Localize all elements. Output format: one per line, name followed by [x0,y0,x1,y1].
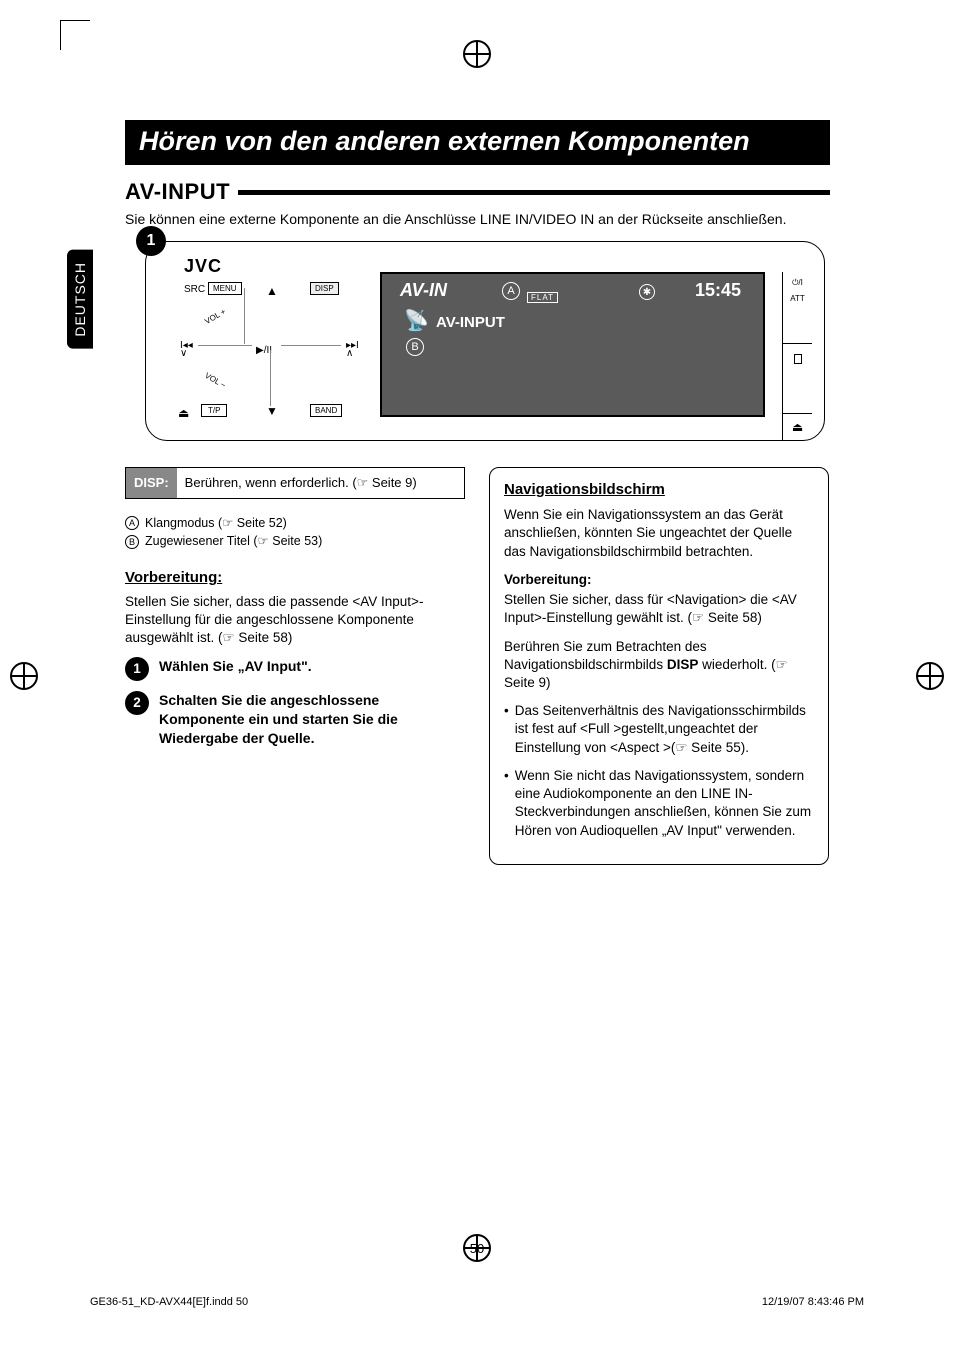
divider [783,343,812,344]
screen-subtitle: AV-INPUT [436,314,505,331]
prep-heading: Vorbereitung: [125,568,465,588]
brand-logo: JVC [184,256,222,277]
disp-info-box: DISP: Berühren, wenn erforderlich. (☞ Se… [125,467,465,499]
legend-text-b: Zugewiesener Titel (☞ Seite 53) [145,533,322,550]
step-2: 2 Schalten Sie die angeschlossene Kompon… [125,691,465,748]
nav-p1: Wenn Sie ein Navigationssystem an das Ge… [504,506,814,561]
language-tab: DEUTSCH [67,250,93,349]
power-icon[interactable]: ⏻/I [792,278,803,288]
print-footer: GE36-51_KD-AVX44[E]f.indd 50 12/19/07 8:… [90,1296,864,1308]
att-label[interactable]: ATT [790,294,805,303]
step-number-1: 1 [125,657,149,681]
nav-li1-text: Das Seitenverhältnis des Navigationsschi… [515,702,814,757]
section-heading-row: AV-INPUT [125,179,830,205]
device-screen: AV-IN A FLAT ✱ 15:45 📡 AV-INPUT B [380,272,765,417]
legend-row-b: B Zugewiesener Titel (☞ Seite 53) [125,533,465,550]
nav-li1: Das Seitenverhältnis des Navigationsschi… [504,702,814,757]
page-content: DEUTSCH Hören von den anderen externen K… [125,120,830,865]
callout-b-icon: B [406,338,424,356]
page-title: Hören von den anderen externen Komponent… [125,120,830,165]
screen-time: 15:45 [695,280,741,301]
step-text-2: Schalten Sie die angeschlossene Komponen… [159,691,465,748]
step-text-1: Wählen Sie „AV Input". [159,657,312,681]
vol-down-label: VOL − [203,371,227,390]
figure-step-badge: 1 [136,226,166,256]
right-column: Navigationsbildschirm Wenn Sie ein Navig… [489,467,829,865]
legend-text-a: Klangmodus (☞ Seite 52) [145,515,287,532]
vol-up-label: VOL + [203,307,227,326]
guide-line [244,288,245,344]
down-arrow-icon[interactable]: ▼ [266,404,278,418]
prev-track-icon[interactable]: I◂◂∨ [180,342,193,358]
band-button[interactable]: BAND [310,404,342,417]
disp-button[interactable]: DISP [310,282,339,295]
section-heading: AV-INPUT [125,179,230,205]
nav-prep-heading: Vorbereitung: [504,571,814,589]
indicator-icon [794,354,802,364]
nav-p2-disp: DISP [667,657,699,672]
step-number-2: 2 [125,691,149,715]
guide-line [270,350,271,406]
intro-text: Sie können eine externe Komponente an di… [125,211,830,227]
nav-li2-text: Wenn Sie nicht das Navigationssystem, so… [515,767,814,840]
side-button-column: ⏻/I ATT ⏏ [782,272,812,440]
crop-mark [60,20,90,50]
satellite-icon: 📡 [404,308,429,333]
divider [783,413,812,414]
guide-line [281,345,341,346]
registration-mark-top [463,40,491,68]
side-eject-icon[interactable]: ⏏ [792,420,803,434]
nav-prep-body: Stellen Sie sicher, dass für <Navigation… [504,591,814,627]
step-1: 1 Wählen Sie „AV Input". [125,657,465,681]
nav-list: Das Seitenverhältnis des Navigationsschi… [504,702,814,840]
legend-marker-a: A [125,516,139,530]
body-columns: DISP: Berühren, wenn erforderlich. (☞ Se… [125,467,830,865]
disp-text: Berühren, wenn erforderlich. (☞ Seite 9) [177,468,464,498]
registration-mark-left [10,662,38,690]
page-number: 50 [470,1241,484,1256]
nav-li2: Wenn Sie nicht das Navigationssystem, so… [504,767,814,840]
footer-file: GE36-51_KD-AVX44[E]f.indd 50 [90,1296,248,1308]
left-column: DISP: Berühren, wenn erforderlich. (☞ Se… [125,467,465,752]
up-arrow-icon[interactable]: ▲ [266,284,278,298]
guide-line [198,345,252,346]
nav-p2: Berühren Sie zum Betrachten des Navigati… [504,638,814,693]
tp-button[interactable]: T/P [201,404,227,417]
flat-badge: FLAT [527,292,558,303]
eject-icon[interactable]: ⏏ [178,406,189,420]
disp-label: DISP: [126,468,177,498]
bluetooth-icon: ✱ [639,284,655,300]
src-label: SRC [184,284,205,295]
registration-mark-right [916,662,944,690]
callout-a-icon: A [502,282,520,300]
navigation-panel: Navigationsbildschirm Wenn Sie ein Navig… [489,467,829,865]
callout-legend: A Klangmodus (☞ Seite 52) B Zugewiesener… [125,515,465,551]
device-figure: 1 JVC SRC MENU DISP BAND T/P ⏏ ▲ ▼ I◂◂∨ … [145,241,825,441]
legend-row-a: A Klangmodus (☞ Seite 52) [125,515,465,532]
nav-heading: Navigationsbildschirm [504,480,814,500]
section-rule [238,190,830,195]
menu-button[interactable]: MENU [208,282,242,295]
footer-timestamp: 12/19/07 8:43:46 PM [762,1296,864,1308]
prep-body: Stellen Sie sicher, dass die passende <A… [125,593,465,648]
legend-marker-b: B [125,535,139,549]
next-track-icon[interactable]: ▸▸I∧ [346,342,359,358]
screen-source: AV-IN [400,280,447,301]
